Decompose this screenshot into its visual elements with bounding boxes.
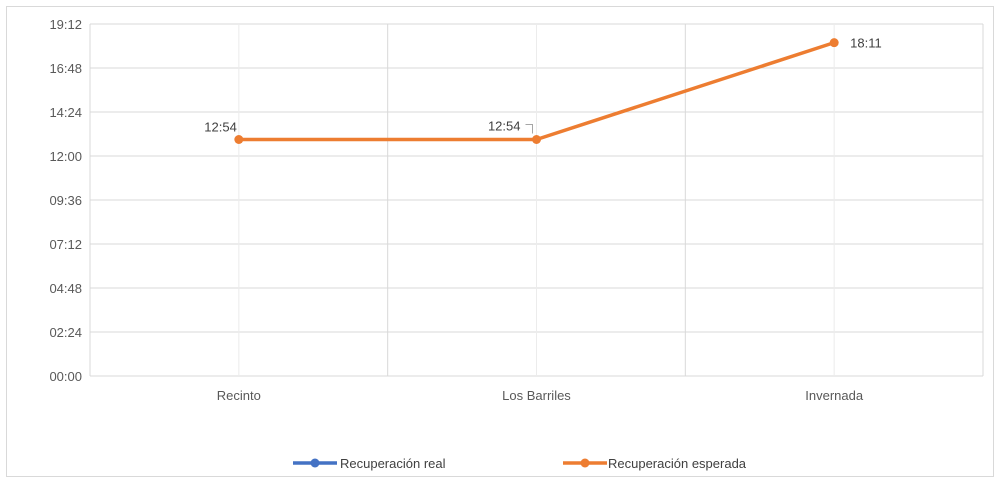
y-tick-label: 02:24	[49, 325, 82, 340]
x-axis-ticks: Recinto Los Barriles Invernada	[217, 388, 864, 403]
legend[interactable]: Recuperación real Recuperación esperada	[293, 456, 747, 471]
y-tick-label: 19:12	[49, 17, 82, 32]
y-tick-label: 16:48	[49, 61, 82, 76]
legend-item[interactable]: Recuperación esperada	[563, 456, 747, 471]
legend-swatch-marker	[580, 458, 590, 468]
data-point[interactable]	[829, 38, 839, 48]
series-layer	[234, 38, 839, 144]
y-tick-label: 12:00	[49, 149, 82, 164]
data-labels: 12:54 12:54 18:11	[204, 36, 881, 135]
y-tick-label: 04:48	[49, 281, 82, 296]
y-tick-label: 09:36	[49, 193, 82, 208]
chart-frame	[6, 6, 994, 477]
data-point[interactable]	[532, 135, 541, 144]
y-tick-label: 07:12	[49, 237, 82, 252]
x-tick-label: Los Barriles	[502, 388, 571, 403]
x-tick-label: Recinto	[217, 388, 261, 403]
label-leader-line	[525, 124, 533, 134]
legend-label: Recuperación real	[340, 456, 446, 471]
data-point[interactable]	[234, 135, 244, 144]
legend-swatch-marker	[310, 458, 320, 468]
gridlines	[89, 23, 984, 377]
x-tick-label: Invernada	[805, 388, 864, 403]
data-label: 12:54	[204, 120, 237, 135]
y-tick-label: 14:24	[49, 105, 82, 120]
y-tick-label: 00:00	[49, 369, 82, 384]
y-axis-ticks: 00:00 02:24 04:48 07:12 09:36 12:00 14:24 16:48…	[49, 17, 82, 384]
data-label: 18:11	[850, 36, 882, 51]
data-label: 12:54	[488, 119, 521, 134]
legend-item[interactable]: Recuperación real	[293, 456, 446, 471]
legend-label: Recuperación esperada	[608, 456, 747, 471]
